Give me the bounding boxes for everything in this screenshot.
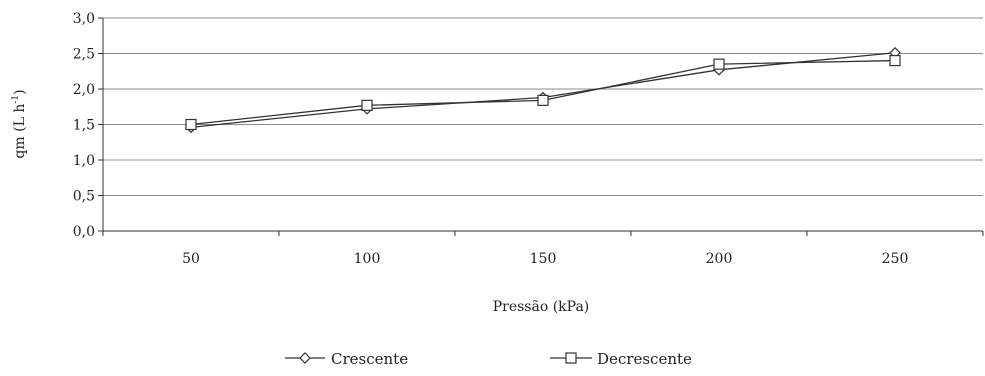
y-tick-label: 2,0 [73,82,95,98]
legend-item-decrescente: Decrescente [550,350,692,368]
legend-marker-decrescente-square-icon [565,352,577,364]
y-tick-label: 1,0 [73,153,95,169]
legend-label-crescente: Crescente [331,350,408,368]
point-decrescente-250 [889,54,901,67]
y-tick-label: 1,5 [73,118,95,134]
x-axis-title: Pressão (kPa) [493,299,590,315]
y-axis-title-main: qm (L h [12,104,28,159]
y-axis-title-superscript: -1 [11,95,21,104]
series-group [185,46,901,134]
legend: Crescente Decrescente [285,350,692,368]
point-decrescente-50 [185,118,197,131]
y-tick-label: 2,5 [73,47,95,63]
y-axis-title-close: ) [12,89,28,94]
legend-item-crescente: Crescente [285,350,408,368]
axes [98,17,984,236]
x-tick-labels: 50 100 150 200 250 [182,251,908,267]
x-tick-label: 50 [182,251,200,267]
point-decrescente-150 [537,94,549,106]
y-tick-label: 0,0 [73,224,95,240]
x-tick-label: 200 [706,251,733,267]
x-tick-label: 150 [530,251,557,267]
point-decrescente-200 [713,58,725,70]
gridlines [103,17,983,196]
x-tick-label: 100 [354,251,381,267]
x-tick-label: 250 [882,251,909,267]
point-decrescente-100 [361,99,373,111]
legend-label-decrescente: Decrescente [597,350,692,368]
legend-marker-crescente-diamond-icon [299,352,311,364]
y-tick-label: 3,0 [73,11,95,27]
y-axis-title: qm (L h-1) [11,89,28,158]
series-line-crescente [190,52,896,128]
y-tick-labels: 0,0 0,5 1,0 1,5 2,0 2,5 3,0 [73,11,95,240]
y-tick-label: 0,5 [73,189,95,205]
